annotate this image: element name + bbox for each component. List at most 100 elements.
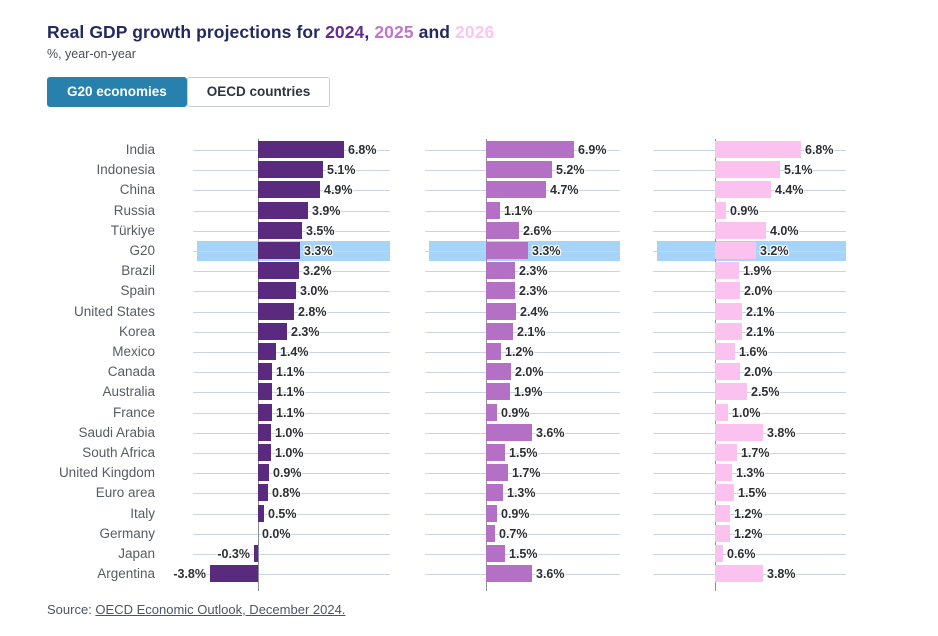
row-gridline — [425, 534, 620, 535]
country-label: Mexico — [112, 344, 155, 359]
row-gridline — [193, 332, 390, 333]
row-gridline — [425, 413, 620, 414]
chart-row-g20: G20 3.3% 3.3% 3.2% — [0, 241, 938, 261]
bar-2025 — [486, 525, 495, 542]
source-note: Source: OECD Economic Outlook, December … — [47, 602, 345, 617]
row-gridline — [193, 493, 390, 494]
chart-row-united-kingdom: United Kingdom 0.9% 1.7% 1.3% — [0, 463, 938, 483]
value-label-2025: 1.2% — [505, 345, 534, 359]
value-label-2025: 1.7% — [512, 466, 541, 480]
row-gridline — [653, 372, 846, 373]
value-label-2026: 2.1% — [746, 325, 775, 339]
chart-row-china: China 4.9% 4.7% 4.4% — [0, 180, 938, 200]
value-label-2026: 1.7% — [741, 446, 770, 460]
title-year-2025: 2025 — [374, 22, 414, 42]
bar-2025 — [486, 565, 532, 582]
bar-2025 — [486, 303, 516, 320]
bar-2024 — [210, 565, 258, 582]
source-link[interactable]: OECD Economic Outlook, December 2024. — [95, 602, 346, 617]
value-label-2026: 1.6% — [739, 345, 768, 359]
value-label-2025: 2.6% — [523, 224, 552, 238]
bar-2026 — [715, 505, 730, 522]
bar-2026 — [715, 383, 747, 400]
value-label-2026: 0.6% — [727, 547, 756, 561]
bar-2025 — [486, 282, 515, 299]
bar-2025 — [486, 323, 513, 340]
value-label-2025: 1.9% — [514, 385, 543, 399]
bar-2024 — [258, 343, 276, 360]
row-gridline — [193, 352, 390, 353]
bar-2025 — [486, 363, 511, 380]
value-label-2024: 3.0% — [300, 284, 329, 298]
bar-2024 — [258, 161, 323, 178]
bar-2025 — [486, 181, 546, 198]
value-label-2024: 6.8% — [348, 143, 377, 157]
value-label-2025: 2.4% — [520, 305, 549, 319]
row-gridline — [653, 332, 846, 333]
bar-2025 — [486, 202, 500, 219]
bar-2025 — [486, 505, 497, 522]
chart-row-australia: Australia 1.1% 1.9% 2.5% — [0, 382, 938, 402]
bar-2026 — [715, 161, 780, 178]
value-label-2026: 4.0% — [770, 224, 799, 238]
chart-row-japan: Japan -0.3% 1.5% 0.6% — [0, 544, 938, 564]
value-label-2026: 3.8% — [767, 426, 796, 440]
row-gridline — [653, 534, 846, 535]
bar-2026 — [715, 282, 740, 299]
country-label: China — [119, 182, 155, 197]
bar-2025 — [486, 343, 501, 360]
bar-2024 — [258, 202, 308, 219]
bar-2025 — [486, 444, 505, 461]
bar-2024 — [254, 545, 258, 562]
tab-g20-economies[interactable]: G20 economies — [47, 77, 187, 107]
chart-row-brazil: Brazil 3.2% 2.3% 1.9% — [0, 261, 938, 281]
bar-2024 — [258, 484, 268, 501]
value-label-2025: 4.7% — [550, 183, 579, 197]
value-label-2026: 2.5% — [751, 385, 780, 399]
bar-2025 — [486, 424, 532, 441]
row-gridline — [425, 453, 620, 454]
row-gridline — [425, 312, 620, 313]
title-and: and — [413, 22, 456, 42]
chart-row-germany: Germany 0.0% 0.7% 1.2% — [0, 524, 938, 544]
value-label-2024: 1.0% — [275, 426, 304, 440]
chart-row-indonesia: Indonesia 5.1% 5.2% 5.1% — [0, 160, 938, 180]
country-label: Türkiye — [110, 223, 155, 238]
row-gridline — [653, 352, 846, 353]
bar-2024 — [258, 464, 269, 481]
country-label: Euro area — [95, 485, 155, 500]
country-label: Brazil — [121, 263, 155, 278]
value-label-2025: 3.6% — [536, 567, 565, 581]
value-label-2024: 0.0% — [262, 527, 291, 541]
chart-row-türkiye: Türkiye 3.5% 2.6% 4.0% — [0, 221, 938, 241]
value-label-2025: 1.1% — [504, 204, 533, 218]
chart-row-india: India 6.8% 6.9% 6.8% — [0, 140, 938, 160]
bar-2025 — [486, 222, 519, 239]
value-label-2026: 1.5% — [738, 486, 767, 500]
value-label-2024: 3.3% — [304, 244, 333, 258]
value-label-2024: 1.0% — [275, 446, 304, 460]
row-gridline — [193, 514, 390, 515]
value-label-2025: 5.2% — [556, 163, 585, 177]
row-gridline — [193, 574, 390, 575]
row-gridline — [425, 231, 620, 232]
tab-oecd-countries[interactable]: OECD countries — [186, 77, 331, 107]
bar-2024 — [258, 363, 272, 380]
bar-2025 — [486, 484, 503, 501]
country-label: Italy — [130, 506, 155, 521]
title-separator: , — [364, 22, 375, 42]
value-label-2026: 1.2% — [734, 527, 763, 541]
value-label-2025: 2.1% — [517, 325, 546, 339]
bar-2026 — [715, 202, 726, 219]
value-label-2024: 5.1% — [327, 163, 356, 177]
country-label: Saudi Arabia — [78, 425, 155, 440]
row-gridline — [425, 352, 620, 353]
chart-row-argentina: Argentina -3.8% 3.6% 3.8% — [0, 564, 938, 584]
row-gridline — [653, 392, 846, 393]
row-gridline — [425, 392, 620, 393]
value-label-2024: 0.8% — [272, 486, 301, 500]
bar-2024 — [258, 242, 300, 259]
bar-2026 — [715, 303, 742, 320]
value-label-2025: 0.7% — [499, 527, 528, 541]
